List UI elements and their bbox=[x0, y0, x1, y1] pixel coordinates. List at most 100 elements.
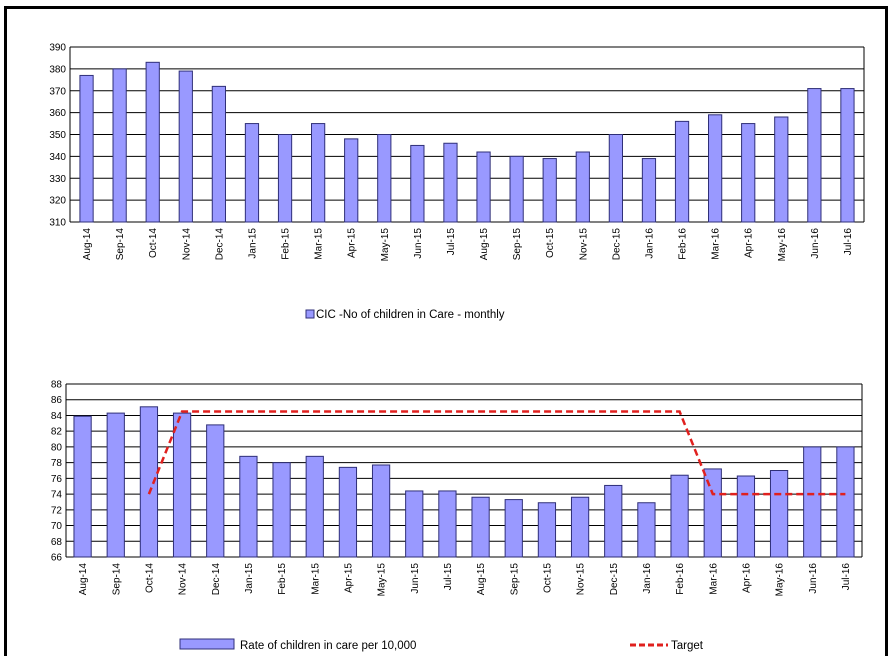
x-tick-label: Jul-15 bbox=[443, 563, 454, 591]
y-tick-label: 78 bbox=[51, 458, 63, 469]
x-tick-label: Jan-15 bbox=[244, 563, 255, 594]
bar bbox=[344, 138, 359, 223]
x-tick-label: Jan-16 bbox=[644, 228, 655, 259]
bar bbox=[608, 134, 623, 223]
legend-label: CIC -No of children in Care - monthly bbox=[316, 309, 505, 321]
bar bbox=[405, 490, 424, 558]
legend-label: Rate of children in care per 10,000 bbox=[240, 640, 416, 652]
x-tick-label: May-15 bbox=[380, 228, 391, 262]
bar bbox=[206, 424, 225, 558]
bar bbox=[371, 464, 391, 558]
x-tick-label: Aug-14 bbox=[82, 228, 93, 261]
x-tick-label: Nov-15 bbox=[578, 228, 589, 261]
bar bbox=[239, 455, 258, 558]
bar bbox=[674, 120, 690, 223]
y-tick-label: 330 bbox=[49, 174, 66, 185]
bar bbox=[741, 123, 756, 223]
bar bbox=[471, 496, 490, 558]
bar bbox=[476, 151, 491, 223]
x-tick-label: Apr-16 bbox=[744, 228, 755, 258]
x-tick-label: Dec-15 bbox=[611, 228, 622, 261]
bar bbox=[840, 88, 855, 223]
bar bbox=[807, 88, 822, 223]
x-tick-label: Oct-14 bbox=[148, 228, 159, 258]
x-tick-label: Oct-14 bbox=[144, 563, 155, 593]
x-tick-label: Jun-15 bbox=[410, 563, 421, 594]
bar bbox=[145, 61, 160, 223]
x-tick-label: Mar-15 bbox=[314, 228, 325, 260]
legend-label: Target bbox=[671, 640, 704, 652]
x-tick-label: Nov-14 bbox=[178, 563, 189, 596]
y-tick-label: 370 bbox=[49, 86, 66, 97]
bar bbox=[244, 123, 260, 223]
bar bbox=[438, 490, 457, 558]
x-tick-label: Jul-16 bbox=[841, 563, 852, 591]
x-tick-label: Aug-15 bbox=[479, 228, 490, 261]
bar bbox=[774, 116, 789, 223]
x-tick-label: Aug-15 bbox=[476, 563, 487, 596]
bar bbox=[736, 475, 756, 558]
x-tick-label: Mar-15 bbox=[310, 563, 321, 595]
bar bbox=[106, 412, 125, 558]
y-tick-label: 80 bbox=[51, 442, 63, 453]
bar bbox=[338, 466, 358, 558]
legend-swatch bbox=[305, 309, 315, 319]
x-tick-label: Aug-14 bbox=[78, 563, 89, 596]
bar bbox=[504, 499, 523, 558]
x-tick-label: Jun-16 bbox=[810, 228, 821, 259]
bar bbox=[211, 85, 226, 223]
x-tick-label: Apr-16 bbox=[741, 563, 752, 593]
bar bbox=[178, 70, 193, 223]
x-tick-label: Jul-15 bbox=[446, 228, 457, 256]
x-tick-label: Sep-14 bbox=[115, 228, 126, 261]
x-tick-label: Oct-15 bbox=[545, 228, 556, 258]
bar bbox=[542, 158, 557, 223]
x-tick-label: Feb-15 bbox=[281, 228, 292, 260]
bar bbox=[172, 412, 192, 558]
bar bbox=[377, 134, 392, 223]
bar bbox=[708, 114, 723, 223]
y-tick-label: 88 bbox=[51, 380, 63, 391]
x-tick-label: Mar-16 bbox=[711, 228, 722, 260]
x-tick-label: Sep-14 bbox=[111, 563, 122, 596]
target-line bbox=[147, 410, 846, 496]
y-tick-label: 310 bbox=[49, 218, 66, 229]
x-tick-label: Mar-16 bbox=[708, 563, 719, 595]
bar bbox=[670, 474, 689, 558]
bar bbox=[803, 446, 822, 558]
x-tick-label: May-16 bbox=[777, 228, 788, 262]
x-tick-label: Apr-15 bbox=[343, 563, 354, 593]
y-tick-label: 82 bbox=[51, 427, 63, 438]
bar bbox=[570, 496, 590, 558]
bar bbox=[305, 455, 324, 558]
bar bbox=[641, 158, 657, 223]
bar bbox=[637, 502, 656, 558]
chart-rate-children-in-care: 66 68 70 72 74 76 78 80 82 84 86 88 Aug-14 Sep-14 Oct-… bbox=[51, 380, 863, 652]
x-tick-label: Jan-15 bbox=[247, 228, 258, 259]
bar bbox=[509, 155, 524, 223]
x-tick-label: Feb-16 bbox=[675, 563, 686, 595]
x-tick-label: Jun-16 bbox=[808, 563, 819, 594]
y-tick-label: 66 bbox=[51, 553, 63, 564]
bar bbox=[769, 470, 789, 558]
bar bbox=[836, 446, 855, 558]
bar bbox=[311, 123, 326, 223]
chart-children-in-care-monthly: 310 320 330 340 350 360 370 380 390 Aug-14 Sep-14 O… bbox=[49, 43, 865, 321]
y-tick-label: 320 bbox=[49, 196, 66, 207]
bar bbox=[272, 462, 291, 558]
bar bbox=[604, 484, 623, 558]
x-tick-label: May-15 bbox=[377, 563, 388, 597]
x-tick-label: Feb-16 bbox=[678, 228, 689, 260]
x-tick-label: Apr-15 bbox=[347, 228, 358, 258]
y-tick-label: 340 bbox=[49, 152, 66, 163]
bar bbox=[79, 74, 94, 223]
x-tick-label: Sep-15 bbox=[509, 563, 520, 596]
x-tick-label: Jul-16 bbox=[843, 228, 854, 256]
x-tick-label: Dec-14 bbox=[214, 228, 225, 261]
bar bbox=[703, 468, 722, 558]
y-tick-label: 380 bbox=[49, 64, 66, 75]
x-tick-label: Feb-15 bbox=[277, 563, 288, 595]
x-tick-label: Oct-15 bbox=[542, 563, 553, 593]
bar bbox=[277, 134, 293, 223]
